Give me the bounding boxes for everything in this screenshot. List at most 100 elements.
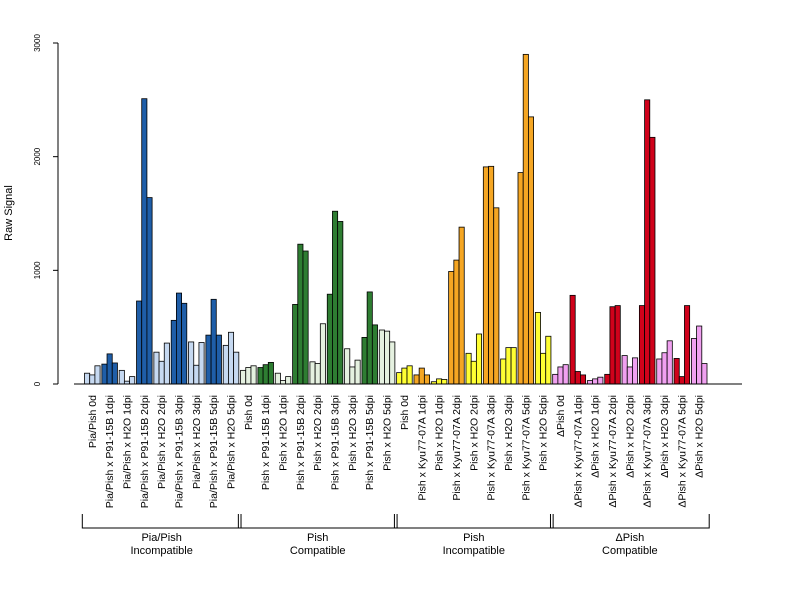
category-label: Pia/Pish x P91-15B 5dpi [208,395,220,508]
bar [545,335,552,385]
bar [396,372,403,385]
bar [285,376,292,385]
bar [361,336,368,385]
category-label: Pish x H2O 5dpi [538,395,550,471]
category-label: ΔPish x Kyu77-07A 5dpi [676,395,688,508]
bar [181,302,188,385]
bar [222,344,229,385]
bar [534,311,541,385]
group-bracket [393,514,554,529]
y-tick-label: 2000 [33,147,42,165]
bar [267,361,274,385]
bar [366,291,373,385]
bar [673,358,680,385]
bar [569,294,576,385]
bar [592,378,599,385]
category-label: Pish x Kyu77-07A 5dpi [520,395,532,501]
category-label: ΔPish x H2O 1dpi [590,395,602,478]
bar [540,352,547,385]
bar [500,358,507,385]
bar [488,165,495,385]
bar [337,221,344,385]
bar [609,306,616,385]
group-brackets: Pia/PishIncompatiblePishCompatiblePishIn… [81,514,710,557]
category-label: Pish 0d [399,395,411,430]
category-label: Pia/Pish x H2O 5dpi [226,395,238,489]
category-label: Pish x Kyu77-07A 1dpi [416,395,428,501]
bar [129,376,136,385]
category-label: Pish x H2O 2dpi [312,395,324,471]
bar [644,99,651,385]
bar [349,366,356,385]
bar [111,362,118,385]
bar [354,359,361,385]
category-labels: Pia/Pish 0d Pia/Pish x P91-15B 1dpi Pia/Pi… [87,395,706,508]
bar [661,352,668,385]
bars [84,53,708,385]
bar [101,363,108,385]
bar [163,342,170,385]
bar [557,366,564,385]
bar [378,329,385,385]
bar [493,207,500,385]
category-label: Pish x Kyu77-07A 3dpi [486,395,498,501]
bar [250,365,257,385]
bar [413,374,420,385]
category-label: Pia/Pish x H2O 3dpi [191,395,203,489]
bar [465,352,472,385]
bar [574,371,581,385]
bar [292,304,299,385]
bar [314,363,321,385]
bar [597,376,604,385]
bar [89,374,96,385]
bar [580,374,587,385]
bar [228,331,235,385]
bar [423,374,430,385]
bar [309,361,316,385]
category-label: ΔPish x H2O 3dpi [659,395,671,478]
category-label: ΔPish x H2O 2dpi [624,395,636,478]
group-label-line2: Incompatible [130,545,192,557]
bar [406,365,413,385]
bar [146,197,153,385]
bar [326,293,333,385]
group-label-line2: Compatible [290,545,346,557]
bar [528,116,535,385]
category-label: Pish x H2O 5dpi [382,395,394,471]
group-label-line2: Incompatible [443,545,505,557]
category-label: Pia/Pish x P91-15B 1dpi [104,395,116,508]
bar [418,367,425,385]
category-label: Pish x H2O 2dpi [468,395,480,471]
bar [666,340,673,385]
group-bracket [237,514,398,529]
bar [153,351,160,385]
bar [175,292,182,385]
category-label: Pish x H2O 3dpi [503,395,515,471]
category-label: Pish x H2O 1dpi [278,395,290,471]
category-label: Pia/Pish x P91-15B 3dpi [174,395,186,508]
bar [458,226,465,385]
category-label: ΔPish x H2O 5dpi [694,395,706,478]
bar [614,305,621,385]
category-label: Pish x P91-15B 2dpi [295,395,307,490]
category-label: ΔPish x Kyu77-07A 3dpi [642,395,654,508]
bar [344,348,351,385]
bar [470,360,477,385]
y-tick-label: 1000 [33,261,42,279]
bar [193,364,200,385]
bar [332,210,339,385]
bar [215,334,222,385]
category-label: ΔPish 0d [555,395,567,437]
bar [701,363,708,385]
bar [257,367,264,385]
bar [170,319,177,385]
bar [586,380,593,385]
bar [233,351,240,385]
bar [319,323,326,385]
bar [389,341,396,385]
bar [621,355,628,385]
y-tick-label: 0 [33,381,42,386]
bar [118,369,125,385]
bar [656,358,663,385]
